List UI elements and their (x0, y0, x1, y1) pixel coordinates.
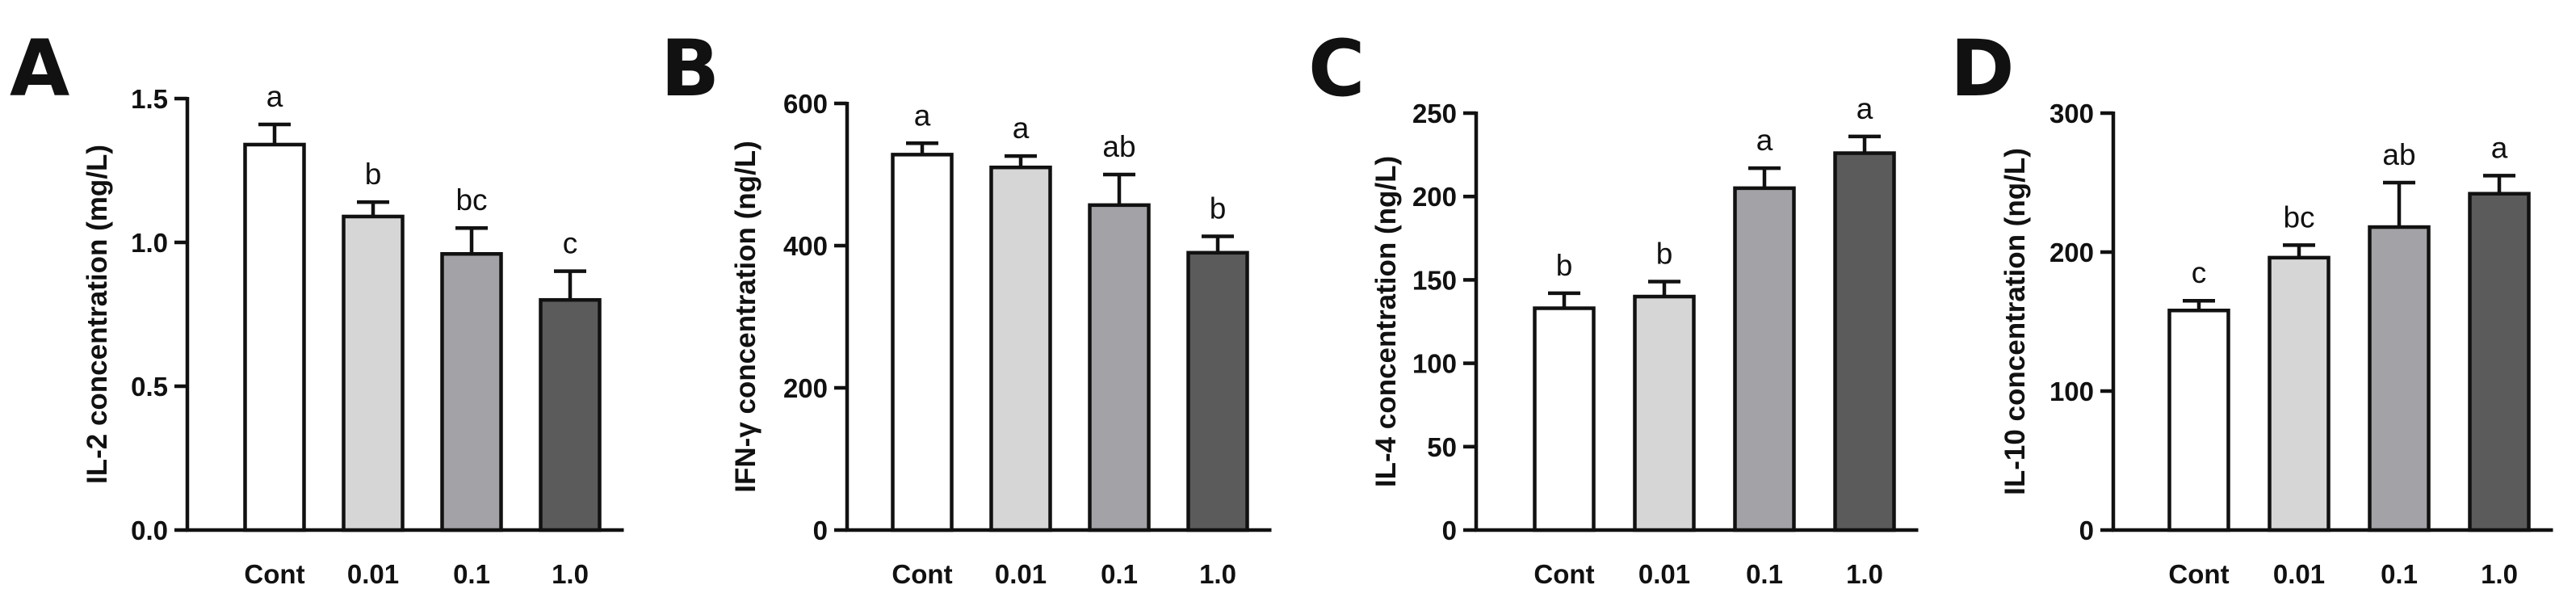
y-tick-label: 1.5 (131, 84, 168, 114)
y-axis-title: IL-10 concentration (ng/L) (1999, 148, 2031, 495)
x-tick-label: 1.0 (1199, 559, 1236, 589)
bar-0-01 (342, 214, 405, 532)
x-tick-label: Cont (1533, 559, 1594, 589)
x-tick-label: 0.01 (2273, 559, 2325, 589)
y-tick-label: 1.0 (131, 228, 168, 258)
x-tick-label: Cont (892, 559, 952, 589)
x-tick-label: 0.1 (1746, 559, 1783, 589)
significance-label: a (2491, 131, 2508, 164)
y-axis-title: IL-2 concentration (mg/L) (82, 145, 113, 484)
significance-label: a (914, 99, 931, 132)
significance-label: a (1756, 124, 1773, 157)
significance-label: ab (1102, 130, 1135, 163)
x-tick-label: 0.01 (995, 559, 1047, 589)
significance-label: c (563, 227, 578, 260)
panel-letter: A (10, 23, 69, 114)
bar-cont (2167, 308, 2230, 532)
significance-label: b (1210, 192, 1227, 225)
significance-label: b (1556, 249, 1573, 282)
y-tick-label: 100 (2049, 377, 2094, 406)
bar-cont (243, 142, 306, 532)
x-tick-label: 0.1 (1101, 559, 1138, 589)
y-tick-label: 150 (1412, 265, 1457, 295)
x-tick-label: Cont (2168, 559, 2229, 589)
y-tick-label: 600 (783, 89, 828, 119)
significance-label: c (2192, 256, 2207, 289)
y-tick-label: 200 (1412, 182, 1457, 212)
significance-label: ab (2382, 138, 2415, 171)
x-tick-label: 1.0 (1846, 559, 1883, 589)
y-tick-label: 0.0 (131, 516, 168, 545)
y-tick-label: 0 (1442, 516, 1457, 545)
significance-label: a (266, 80, 283, 113)
significance-label: b (1656, 237, 1673, 270)
panel-letter: D (1950, 23, 2015, 114)
bar-1-0 (2468, 191, 2531, 532)
bar-0-1 (440, 251, 503, 532)
significance-label: a (1856, 92, 1873, 125)
y-tick-label: 100 (1412, 349, 1457, 379)
significance-label: bc (2283, 200, 2314, 234)
y-tick-label: 200 (783, 373, 828, 403)
x-tick-label: 0.1 (2381, 559, 2418, 589)
panel-a: A 0.0 0.5 1.0 1.5 IL-2 concentration (mg/L) a C… (10, 23, 624, 589)
y-tick-label: 300 (2049, 99, 2094, 128)
x-tick-label: 0.1 (453, 559, 490, 589)
y-tick-label: 0 (2079, 516, 2094, 545)
y-axis-title: IL-4 concentration (ng/L) (1370, 156, 1402, 487)
bar-0-01 (2268, 255, 2331, 532)
x-tick-label: 0.01 (1638, 559, 1690, 589)
bar-cont (891, 153, 954, 532)
bar-0-1 (1088, 203, 1151, 532)
bar-1-0 (1186, 250, 1249, 532)
significance-label: a (1013, 112, 1030, 145)
y-axis-title: IFN-γ concentration (ng/L) (730, 141, 761, 493)
bar-1-0 (1833, 151, 1896, 532)
bar-cont (1533, 306, 1596, 532)
panel-letter: C (1308, 23, 1365, 114)
y-tick-label: 0.5 (131, 372, 168, 402)
bar-0-1 (1733, 186, 1796, 532)
y-tick-label: 200 (2049, 238, 2094, 267)
bar-0-01 (1633, 294, 1696, 532)
panel-b: B 0 200 400 600 IFN-γ concentration (ng/L) a Co… (661, 23, 1272, 589)
significance-label: b (365, 158, 382, 191)
y-tick-label: 400 (783, 231, 828, 261)
x-tick-label: 1.0 (552, 559, 589, 589)
bar-0-01 (989, 165, 1052, 532)
y-tick-label: 50 (1427, 432, 1457, 462)
y-tick-label: 0 (813, 516, 828, 545)
significance-label: bc (455, 183, 487, 217)
panel-c: C 0 50 100 150 200 250 IL-4 concentration (ng/L… (1308, 23, 1919, 589)
bar-1-0 (539, 297, 602, 532)
panel-letter: B (661, 23, 720, 114)
x-tick-label: Cont (244, 559, 304, 589)
bar-0-1 (2368, 225, 2431, 532)
x-tick-label: 0.01 (347, 559, 399, 589)
y-tick-label: 250 (1412, 99, 1457, 128)
panel-d: D 0 100 200 300 IL-10 concentration (ng/L) c Co… (1950, 23, 2553, 589)
x-tick-label: 1.0 (2481, 559, 2518, 589)
